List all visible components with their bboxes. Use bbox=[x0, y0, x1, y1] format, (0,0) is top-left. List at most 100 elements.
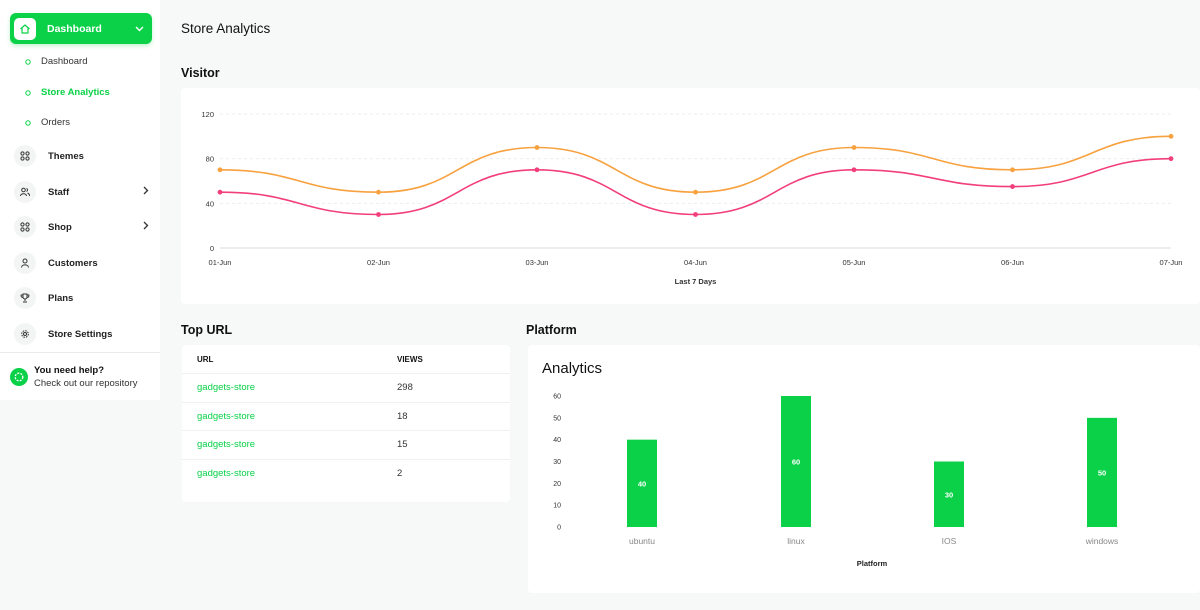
y-tick-label: 20 bbox=[553, 481, 561, 488]
sidebar-subitem-store-analytics[interactable]: Store Analytics bbox=[24, 87, 110, 98]
x-axis-title: Last 7 Days bbox=[675, 277, 717, 286]
x-tick-label: linux bbox=[787, 536, 805, 546]
grid-icon bbox=[14, 145, 36, 167]
chevron-down-icon[interactable] bbox=[135, 26, 144, 32]
y-tick-label: 0 bbox=[210, 244, 214, 253]
page-title: Store Analytics bbox=[181, 21, 271, 36]
table-row: gadgets-store 18 bbox=[182, 401, 510, 431]
help-title: You need help? bbox=[34, 365, 105, 376]
x-tick-label: 06-Jun bbox=[1001, 258, 1024, 267]
y-tick-label: 120 bbox=[201, 110, 214, 119]
sidebar-item-shop[interactable]: Shop bbox=[14, 216, 149, 238]
y-tick-label: 30 bbox=[553, 459, 561, 466]
bar-data-label: 50 bbox=[1098, 468, 1106, 477]
data-point bbox=[376, 189, 381, 195]
platform-card: Analytics 0 10 20 30 40 50 60 40 ubuntu 60 linux 30… bbox=[528, 345, 1200, 593]
data-point bbox=[851, 145, 857, 150]
views-value: 18 bbox=[397, 410, 408, 422]
sidebar-divider bbox=[0, 352, 160, 353]
trophy-icon bbox=[14, 287, 36, 309]
sidebar-item-label: Themes bbox=[48, 150, 84, 162]
x-tick-label: 07-Jun bbox=[1160, 258, 1183, 267]
chevron-right-icon bbox=[143, 186, 149, 198]
users-icon bbox=[14, 181, 36, 203]
url-link[interactable]: gadgets-store bbox=[197, 410, 256, 422]
help-icon bbox=[10, 368, 28, 386]
y-tick-label: 80 bbox=[206, 155, 214, 164]
top-url-title: Top URL bbox=[181, 323, 233, 337]
x-tick-label: 02-Jun bbox=[367, 258, 390, 267]
help-box[interactable]: You need help? Check out our repository bbox=[10, 365, 138, 389]
bar-data-label: 60 bbox=[792, 458, 800, 467]
data-point bbox=[217, 167, 223, 173]
sidebar-subitem-label: Dashboard bbox=[41, 56, 88, 67]
visitor-card: 0 40 80 120 01-Jun 02-Jun 03-Jun 04-Jun 05-Jun 06… bbox=[181, 88, 1200, 304]
data-point bbox=[217, 189, 223, 195]
sidebar-subitem-orders[interactable]: Orders bbox=[24, 117, 70, 128]
table-row: gadgets-store 298 bbox=[182, 373, 510, 402]
bar bbox=[781, 396, 811, 527]
url-link[interactable]: gadgets-store bbox=[197, 467, 256, 479]
data-point bbox=[1168, 156, 1174, 162]
home-icon bbox=[14, 17, 36, 40]
x-tick-label: windows bbox=[1085, 536, 1119, 546]
sidebar-item-label: Dashboard bbox=[47, 22, 102, 35]
views-value: 2 bbox=[397, 467, 403, 479]
sidebar-item-staff[interactable]: Staff bbox=[14, 181, 149, 203]
table-header: URL VIEWS bbox=[182, 345, 510, 373]
sidebar-item-store-settings[interactable]: Store Settings bbox=[14, 323, 149, 345]
visitor-title: Visitor bbox=[181, 66, 220, 80]
bar bbox=[934, 461, 964, 527]
bar-data-label: 30 bbox=[945, 490, 953, 499]
views-value: 298 bbox=[397, 382, 413, 394]
data-point bbox=[1010, 184, 1015, 189]
x-tick-label: 01-Jun bbox=[209, 258, 232, 267]
platform-bar-chart: 0 10 20 30 40 50 60 40 ubuntu 60 linux 30 IOS 50 windo… bbox=[553, 394, 1119, 569]
sidebar-item-label: Customers bbox=[48, 257, 98, 269]
sidebar-item-label: Staff bbox=[48, 186, 70, 198]
series-line-1 bbox=[219, 157, 1172, 216]
data-point bbox=[534, 167, 540, 173]
x-tick-label: ubuntu bbox=[629, 536, 655, 546]
bar bbox=[627, 439, 657, 527]
data-point bbox=[376, 212, 381, 217]
column-header-url: URL bbox=[197, 354, 214, 364]
data-point bbox=[851, 167, 857, 173]
chart-title: Analytics bbox=[542, 360, 603, 377]
bullet-icon bbox=[24, 89, 32, 97]
sidebar-item-dashboard[interactable]: Dashboard bbox=[10, 13, 152, 44]
help-subtitle[interactable]: Check out our repository bbox=[34, 378, 138, 389]
y-tick-label: 0 bbox=[557, 525, 561, 532]
url-link[interactable]: gadgets-store bbox=[197, 382, 256, 394]
sidebar-item-plans[interactable]: Plans bbox=[14, 287, 149, 309]
platform-title: Platform bbox=[526, 323, 577, 337]
y-tick-label: 60 bbox=[553, 394, 561, 401]
x-tick-label: 04-Jun bbox=[684, 258, 707, 267]
sidebar-item-customers[interactable]: Customers bbox=[14, 252, 149, 274]
data-point bbox=[693, 212, 698, 217]
sidebar-item-label: Store Settings bbox=[48, 328, 113, 340]
y-tick-label: 40 bbox=[553, 437, 561, 444]
data-point bbox=[693, 189, 698, 195]
data-point bbox=[1010, 167, 1015, 173]
table-row: gadgets-store 2 bbox=[182, 458, 510, 488]
series-line-0 bbox=[219, 135, 1172, 193]
table-row: gadgets-store 15 bbox=[182, 430, 510, 459]
bar-data-label: 40 bbox=[638, 479, 646, 488]
chevron-right-icon bbox=[143, 221, 149, 233]
bullet-icon bbox=[24, 119, 32, 127]
x-tick-label: 05-Jun bbox=[843, 258, 866, 267]
bar bbox=[1087, 417, 1117, 527]
url-link[interactable]: gadgets-store bbox=[197, 439, 256, 451]
gear-icon bbox=[14, 323, 36, 345]
sidebar: Dashboard Dashboard Store Analytics Orde… bbox=[0, 0, 160, 400]
data-point bbox=[534, 145, 540, 150]
sidebar-subitem-label: Store Analytics bbox=[41, 87, 110, 98]
data-point bbox=[1168, 133, 1174, 139]
sidebar-subitem-dashboard[interactable]: Dashboard bbox=[24, 56, 87, 67]
sidebar-item-label: Shop bbox=[48, 221, 72, 233]
visitor-line-chart: 0 40 80 120 01-Jun 02-Jun 03-Jun 04-Jun 05-Jun 06… bbox=[201, 110, 1183, 286]
sidebar-item-themes[interactable]: Themes bbox=[14, 145, 149, 167]
x-tick-label: IOS bbox=[942, 536, 957, 546]
y-tick-label: 50 bbox=[553, 415, 561, 422]
